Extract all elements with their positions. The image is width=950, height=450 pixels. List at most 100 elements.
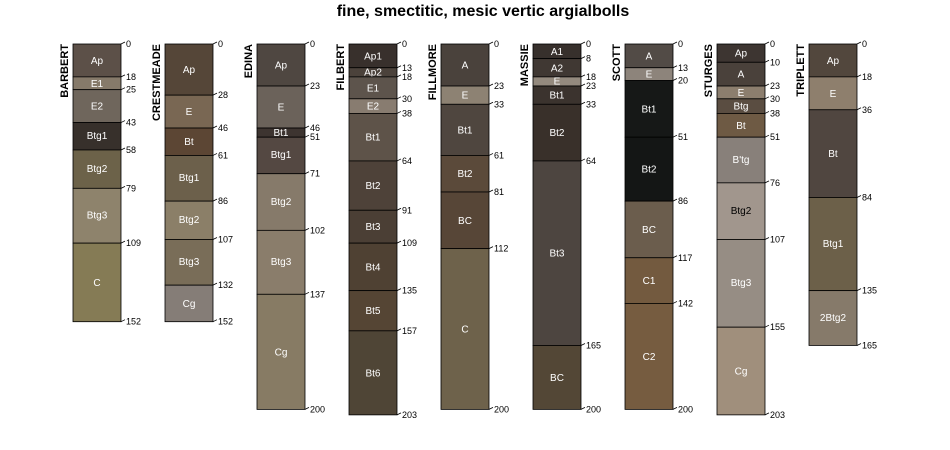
- depth-tick: [672, 78, 678, 81]
- horizon-rect: [348, 209, 398, 244]
- depth-label: 76: [770, 178, 780, 188]
- depth-label: 33: [586, 99, 596, 109]
- depth-tick: [856, 343, 862, 346]
- horizon-rect: [256, 85, 306, 129]
- depth-label: 81: [494, 187, 504, 197]
- horizon-rect: [164, 94, 214, 129]
- profile-name: FILBERT: [335, 44, 347, 91]
- depth-label: 46: [310, 123, 320, 133]
- depth-label: 23: [770, 81, 780, 91]
- depth-tick: [396, 288, 402, 292]
- depth-tick: [764, 96, 770, 100]
- depth-tick: [580, 343, 586, 346]
- soil-profile: BARBERT Ap E1 E2 Btg1 Btg2 Btg3 C 0 18 25 43 58 79 109…: [59, 39, 141, 327]
- depth-label: 117: [678, 253, 692, 263]
- horizon-label: Ap: [275, 61, 288, 72]
- depth-tick: [212, 198, 218, 202]
- depth-label: 91: [402, 205, 412, 215]
- depth-tick: [304, 125, 310, 129]
- depth-label: 152: [126, 317, 141, 327]
- depth-label: 165: [862, 340, 877, 350]
- depth-label: 157: [402, 326, 417, 336]
- depth-label: 13: [402, 63, 412, 73]
- horizon-label: Ap: [827, 56, 840, 67]
- horizon-rect: [624, 303, 674, 410]
- depth-label: 51: [310, 132, 320, 142]
- depth-label: 86: [678, 196, 688, 206]
- horizon-label: A: [646, 51, 653, 62]
- depth-label: 107: [770, 234, 785, 244]
- horizon-label: Cg: [735, 367, 748, 378]
- horizon-rect: [716, 182, 766, 240]
- depth-tick: [764, 83, 770, 87]
- depth-tick: [396, 158, 402, 162]
- horizon-label: E: [830, 89, 837, 100]
- horizon-label: Btg3: [179, 257, 200, 268]
- soil-profile: CRESTMEADE Ap E Bt Btg1 Btg2 Btg3 Cg 0 28 46 61 86 10…: [151, 39, 233, 327]
- soil-profile: SCOTT AE Bt1 Bt2 BC C1 C2 0 13 20 51 86 117 142 200: [611, 39, 693, 414]
- depth-tick: [120, 41, 126, 45]
- depth-tick: [856, 288, 862, 292]
- horizon-rect: [256, 136, 306, 175]
- depth-tick: [488, 189, 494, 193]
- depth-tick: [764, 324, 770, 328]
- profile-name: STURGES: [703, 44, 715, 97]
- horizon-label: Bt2: [641, 165, 656, 176]
- depth-tick: [856, 41, 862, 45]
- horizon-rect: [348, 290, 398, 332]
- horizon-rect: [716, 326, 766, 416]
- depth-tick: [120, 185, 126, 189]
- horizon-label: C: [93, 278, 100, 289]
- depth-label: 38: [402, 108, 412, 118]
- horizon-label: Btg: [733, 102, 748, 113]
- depth-label: 109: [402, 238, 417, 248]
- depth-label: 0: [218, 39, 223, 49]
- depth-tick: [120, 120, 126, 123]
- depth-tick: [396, 65, 402, 69]
- depth-label: 58: [126, 145, 136, 155]
- soil-profile: FILLMORE A E Bt1 Bt2 BC C 0 23 33 61 81 112 200: [427, 39, 509, 414]
- profiles-group: BARBERT ApE1E2Btg1Btg2Btg3C01825435879109…: [59, 39, 877, 420]
- depth-tick: [672, 407, 678, 410]
- depth-label: 0: [770, 39, 775, 49]
- horizon-label: A: [462, 61, 469, 72]
- horizon-label: BC: [642, 225, 656, 236]
- horizon-rect: [440, 103, 490, 156]
- horizon-label: Btg3: [87, 211, 108, 222]
- depth-label: 0: [310, 39, 315, 49]
- horizon-label: Btg3: [271, 257, 292, 268]
- horizon-rect: [256, 293, 306, 410]
- depth-label: 8: [586, 54, 591, 64]
- depth-tick: [764, 41, 770, 45]
- depth-label: 0: [126, 39, 131, 49]
- depth-tick: [396, 207, 402, 211]
- horizon-label: Bt5: [365, 306, 380, 317]
- depth-label: 51: [770, 132, 780, 142]
- horizon-label: Btg2: [271, 197, 292, 208]
- depth-label: 25: [126, 85, 136, 95]
- horizon-label: Bt1: [641, 104, 656, 115]
- horizon-label: Ap: [735, 49, 748, 60]
- depth-tick: [304, 407, 310, 410]
- horizon-label: B'tg: [733, 155, 750, 166]
- horizon-label: E1: [91, 79, 104, 90]
- horizon-rect: [624, 136, 674, 202]
- depth-label: 135: [862, 286, 877, 296]
- depth-tick: [672, 301, 678, 304]
- horizon-label: E: [186, 107, 193, 118]
- horizon-label: Cg: [275, 347, 288, 358]
- horizon-label: Bt: [736, 121, 746, 132]
- horizon-rect: [72, 43, 122, 78]
- horizon-rect: [716, 239, 766, 328]
- depth-tick: [672, 41, 678, 45]
- horizon-rect: [164, 284, 214, 323]
- depth-label: 51: [678, 132, 688, 142]
- horizon-rect: [72, 242, 122, 323]
- depth-label: 46: [218, 123, 228, 133]
- depth-tick: [580, 74, 586, 78]
- horizon-label: BC: [458, 216, 472, 227]
- depth-label: 0: [402, 39, 407, 49]
- depth-label: 71: [310, 169, 320, 179]
- depth-tick: [396, 412, 402, 416]
